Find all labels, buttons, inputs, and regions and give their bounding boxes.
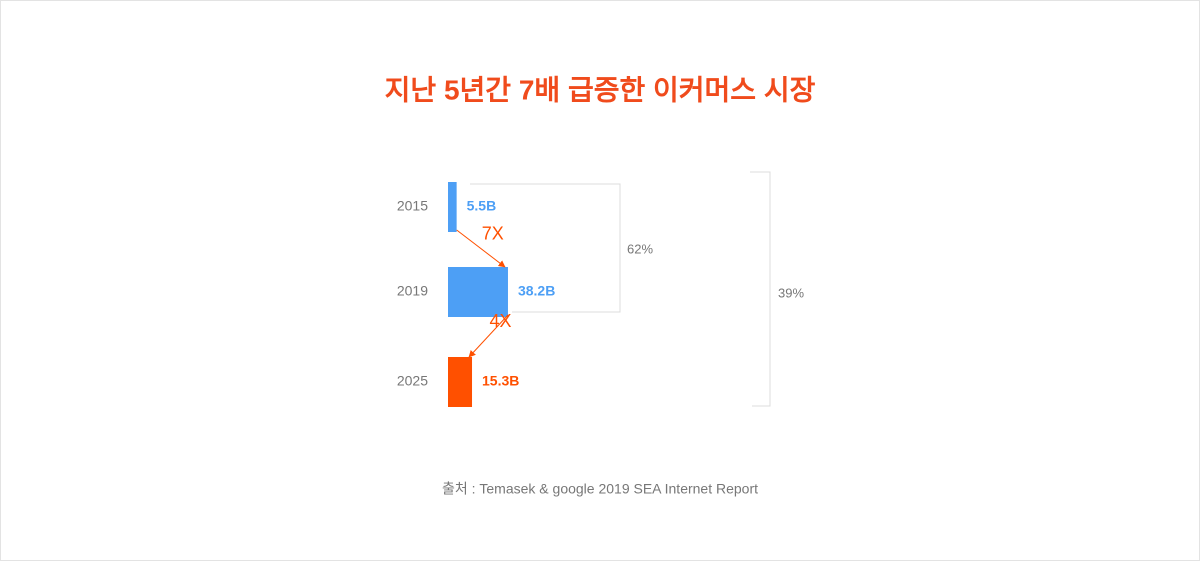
bar: [448, 182, 457, 232]
share-label: 62%: [627, 241, 653, 256]
growth-arrow: [456, 229, 506, 268]
data-label: 15.3B: [482, 373, 519, 389]
share-label: 39%: [778, 285, 804, 300]
bar: [448, 267, 508, 317]
growth-arrow: [468, 314, 509, 358]
y-tick-label: 2025: [397, 373, 428, 389]
bar: [448, 357, 473, 407]
chart-title: 지난 5년간 7배 급증한 이커머스 시장: [385, 74, 816, 105]
y-tick-label: 2015: [397, 198, 428, 214]
bracket: [750, 171, 771, 407]
growth-label: 7X: [482, 223, 504, 243]
source-note: 출처 : Temasek & google 2019 SEA Internet …: [442, 481, 758, 497]
growth-label: 4X: [489, 311, 511, 331]
data-label: 38.2B: [518, 283, 555, 299]
data-label: 5.5B: [467, 198, 497, 214]
bracket: [470, 183, 621, 313]
y-tick-label: 2019: [397, 283, 428, 299]
